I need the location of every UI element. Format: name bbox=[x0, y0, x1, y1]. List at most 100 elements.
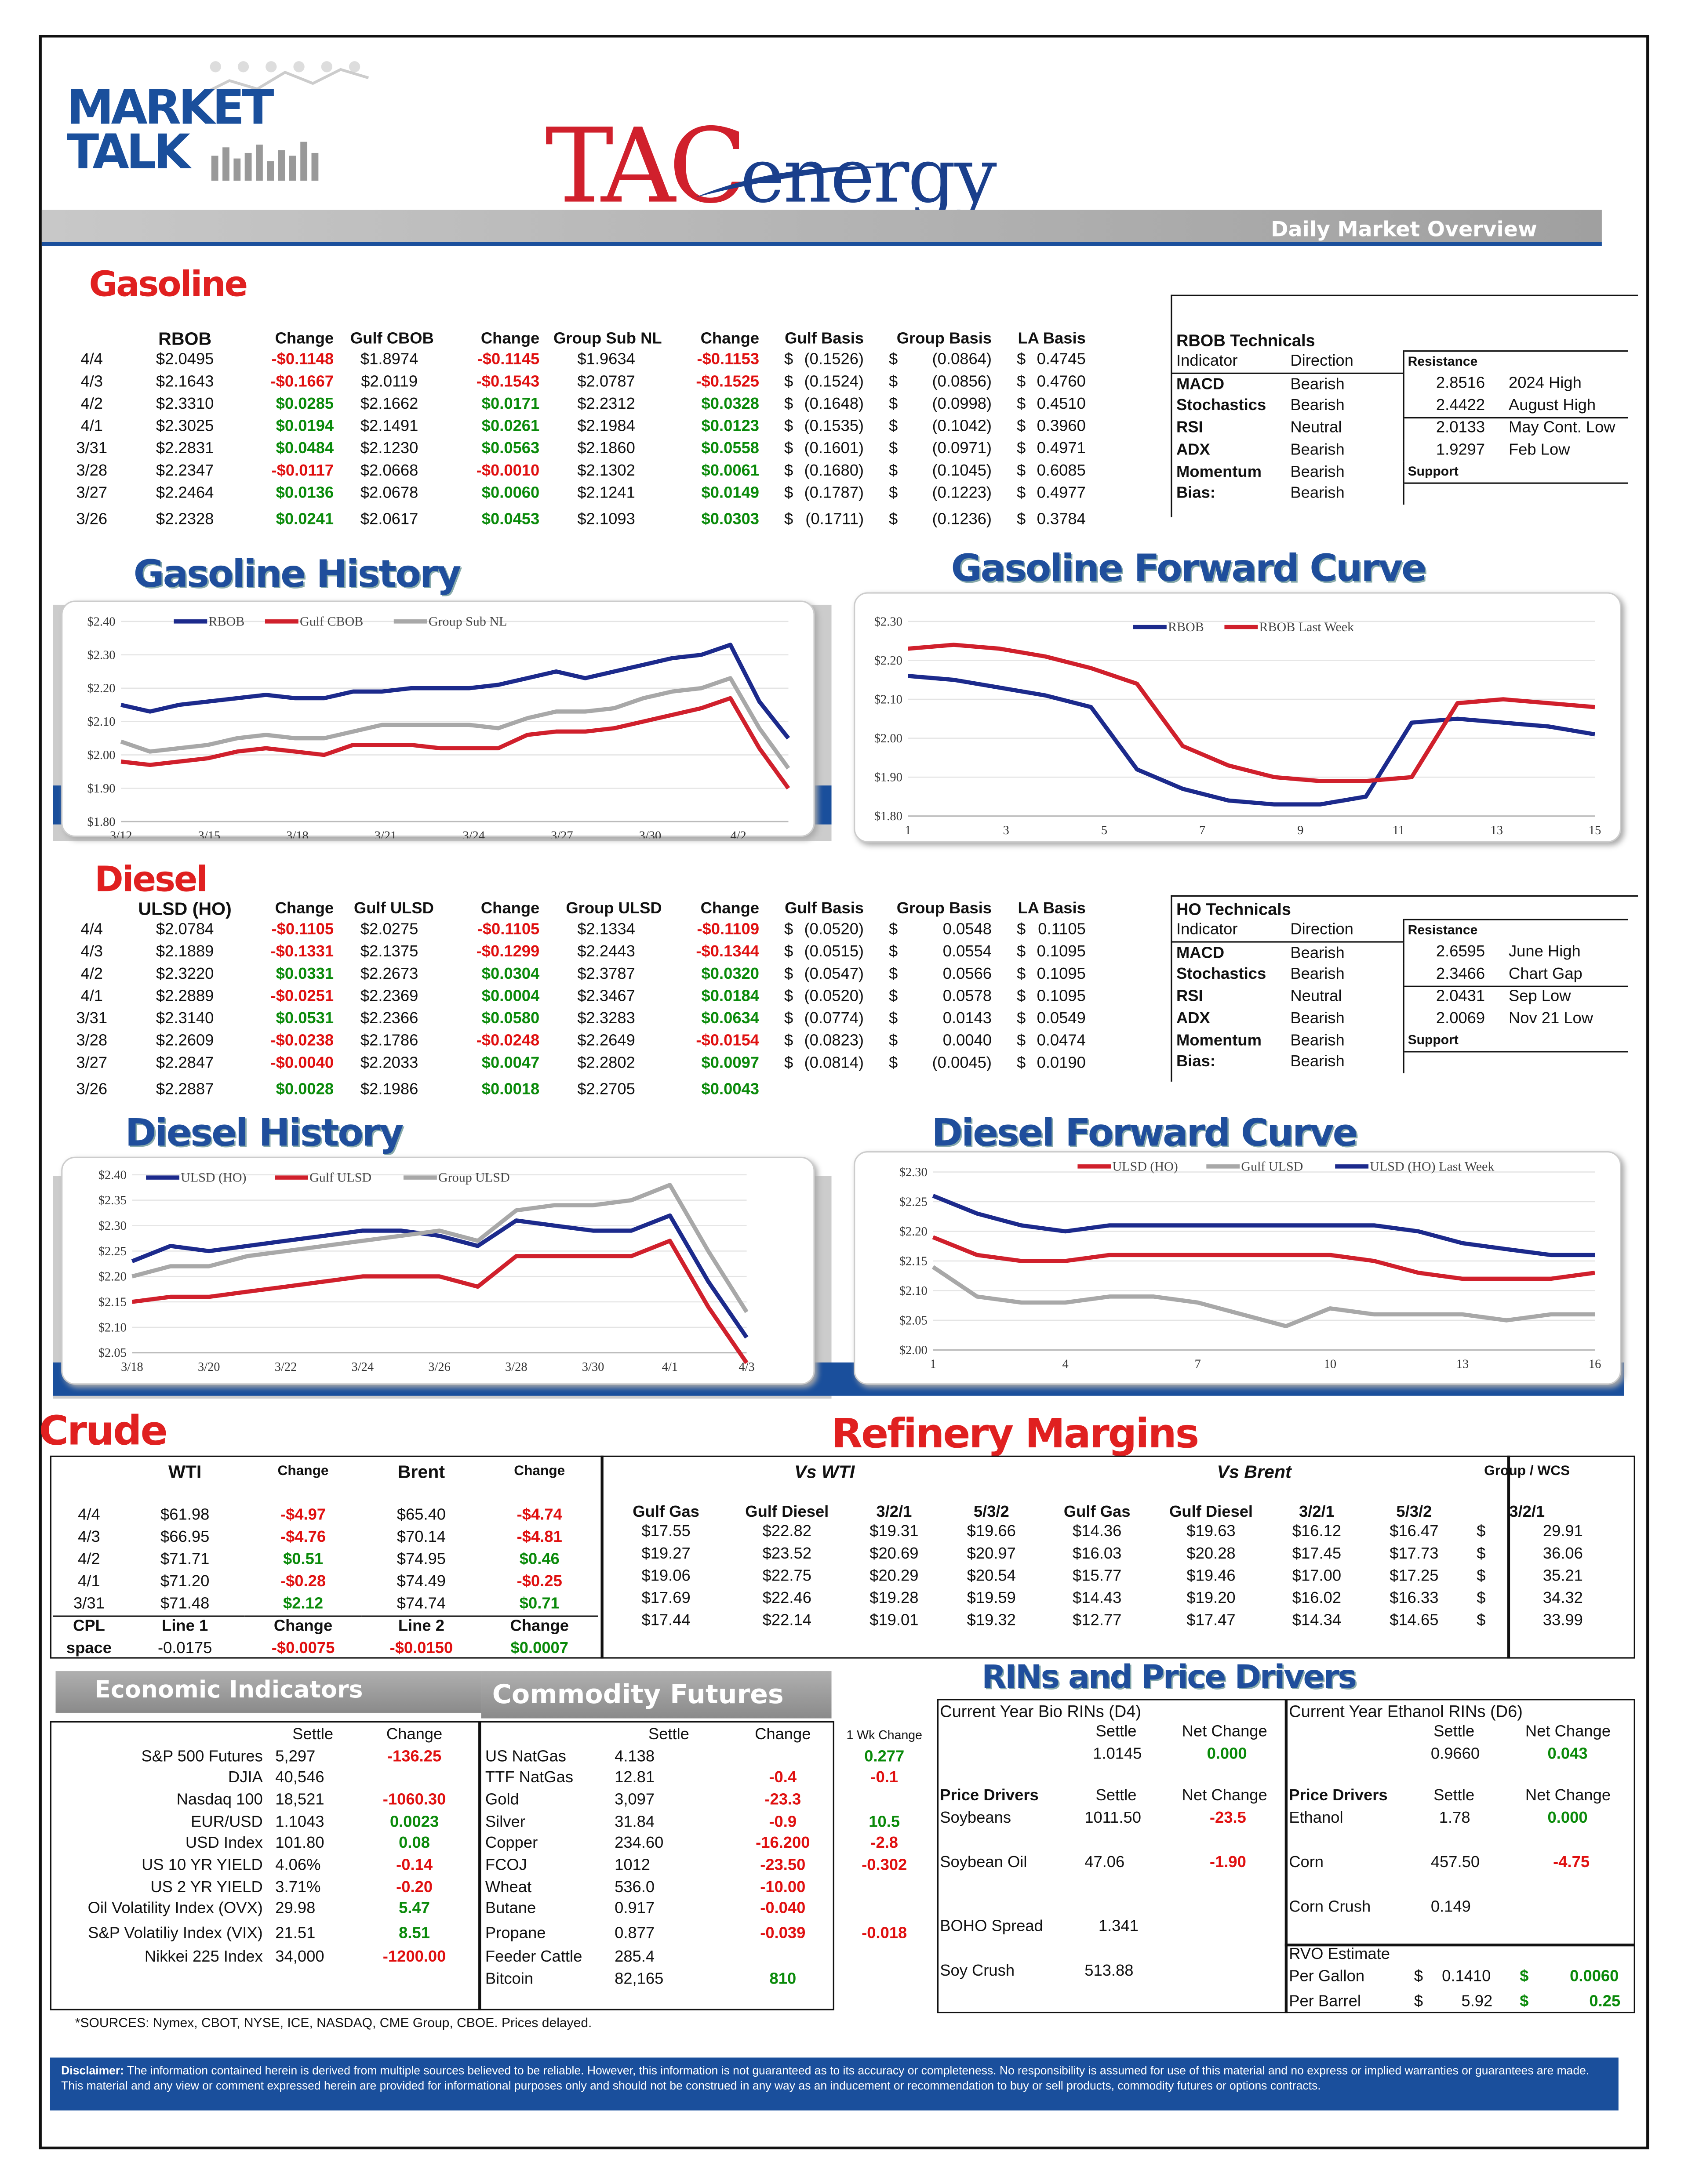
table-cell: 0.0040 bbox=[942, 1033, 992, 1050]
y-tick-label: $2.10 bbox=[87, 715, 116, 729]
refinery-margins-title: Refinery Margins bbox=[831, 1410, 1200, 1457]
table-row: $17.55 $22.82 $19.31 $19.66 $14.36 $19.63 $16.… bbox=[606, 1521, 1588, 1543]
table-cell: $2.0495 bbox=[156, 352, 214, 369]
table-row: 4/2 $2.3220 $0.0331 $2.2673 $0.0304 $2.3787 $0… bbox=[53, 963, 1091, 986]
y-tick-label: $2.10 bbox=[98, 1321, 127, 1334]
x-tick-label: 3/12 bbox=[110, 829, 132, 839]
table-cell: $2.3025 bbox=[156, 418, 214, 436]
table-cell: $71.20 bbox=[160, 1573, 210, 1591]
driver-net: -1.90 bbox=[1209, 1854, 1246, 1871]
table-cell: $66.95 bbox=[160, 1529, 210, 1546]
disclaimer-label: Disclaimer: bbox=[61, 2063, 124, 2077]
table-cell: $0.0136 bbox=[276, 485, 334, 502]
table-cell: $2.1491 bbox=[360, 418, 418, 436]
rvo-gallon-val: 0.1410 bbox=[1442, 1968, 1491, 1985]
table-cell: $ bbox=[889, 988, 898, 1005]
table-cell: $74.74 bbox=[397, 1595, 446, 1613]
table-cell: $17.69 bbox=[641, 1590, 691, 1607]
x-tick-label: 4/1 bbox=[662, 1360, 678, 1374]
indicator-name: S&P 500 Futures bbox=[141, 1748, 263, 1765]
series-line-2 bbox=[932, 1194, 1595, 1257]
col-header: Gulf Gas bbox=[633, 1504, 699, 1521]
commodity-name: FCOJ bbox=[485, 1857, 527, 1874]
col-header: Gulf Gas bbox=[1063, 1504, 1131, 1521]
x-tick-label: 3/27 bbox=[551, 829, 573, 839]
series-line-0 bbox=[908, 674, 1595, 807]
indicator-name: EUR/USD bbox=[191, 1813, 263, 1831]
table-cell: $ bbox=[1477, 1590, 1486, 1607]
driver-settle: 0.149 bbox=[1430, 1899, 1471, 1916]
table-cell: $ bbox=[1017, 966, 1026, 983]
indicator-name: Nasdaq 100 bbox=[176, 1792, 263, 1809]
y-tick-label: $2.20 bbox=[874, 654, 902, 668]
table-cell: 4/4 bbox=[80, 922, 103, 939]
table-cell bbox=[869, 1075, 911, 1105]
table-cell: $17.00 bbox=[1292, 1568, 1342, 1585]
table-cell: (0.0515) bbox=[804, 944, 864, 961]
cpl-value: -0.0175 bbox=[157, 1640, 212, 1657]
table-cell: $ bbox=[1017, 988, 1026, 1005]
y-tick-label: $1.90 bbox=[874, 771, 902, 785]
table-row: 4/1 $2.2889 -$0.0251 $2.2369 $0.0004 $2.3467 $… bbox=[53, 986, 1091, 1008]
sources-note: *SOURCES: Nymex, CBOT, NYSE, ICE, NASDAQ… bbox=[75, 2016, 592, 2031]
table-cell: $1.8974 bbox=[360, 352, 418, 369]
table-cell: $2.2366 bbox=[360, 1010, 418, 1028]
table-cell: (0.0856) bbox=[932, 374, 992, 391]
table-cell: $17.25 bbox=[1390, 1568, 1439, 1585]
commodity-settle: 3,097 bbox=[615, 1792, 655, 1809]
table-cell: 0.0554 bbox=[942, 944, 992, 961]
economic-indicators-header: Economic Indicators bbox=[55, 1671, 481, 1713]
table-cell: 0.4760 bbox=[1037, 374, 1086, 391]
table-cell: -$0.1145 bbox=[477, 352, 540, 369]
legend-label: ULSD (HO) Last Week bbox=[1370, 1159, 1495, 1174]
table-cell: $0.0320 bbox=[701, 966, 760, 983]
y-tick-label: $2.00 bbox=[874, 732, 902, 745]
table-cell: -$0.0040 bbox=[270, 1055, 334, 1072]
table-row: Nasdaq 100 18,521 -1060.30 bbox=[56, 1789, 470, 1811]
x-tick-label: 3 bbox=[1003, 824, 1009, 837]
table-cell: 0.0143 bbox=[942, 1010, 992, 1028]
commodity-settle: 12.81 bbox=[615, 1770, 655, 1787]
x-tick-label: 3/18 bbox=[121, 1360, 143, 1374]
level-label: August High bbox=[1508, 397, 1596, 414]
econ-divider bbox=[478, 1721, 480, 2010]
table-row: TTF NatGas 12.81 -0.4 -0.1 bbox=[481, 1767, 934, 1789]
table-cell: 4/1 bbox=[80, 988, 103, 1005]
refinery-table: Vs WTI Vs Brent Group / WCS Gulf Gas Gulf Di… bbox=[606, 1460, 1588, 1632]
table-cell: $2.2649 bbox=[577, 1033, 635, 1050]
table-cell: $ bbox=[1017, 463, 1026, 480]
table-cell: $20.29 bbox=[869, 1568, 919, 1585]
col-header: 5/3/2 bbox=[973, 1504, 1009, 1521]
indicator-direction: Bearish bbox=[1286, 1052, 1404, 1074]
indicator-name: USD Index bbox=[185, 1835, 263, 1853]
diesel-forward-chart: $2.00 $2.05 $2.10 $2.15 $2.20 $2.25 $2.30 1 4 7 10… bbox=[854, 1151, 1622, 1385]
table-cell: $ bbox=[784, 512, 793, 528]
table-cell: $ bbox=[889, 374, 898, 391]
table-cell: 3/31 bbox=[76, 440, 108, 458]
table-cell: $ bbox=[784, 396, 793, 413]
col-header: 3/2/1 bbox=[876, 1504, 912, 1521]
table-cell: 3/26 bbox=[76, 512, 108, 528]
gasoline-forward-svg: $1.80$1.90$2.00$2.10$2.20$2.301 3 5 7 9 11 13 1… bbox=[874, 615, 1601, 837]
header-row: ULSD (HO) Change Gulf ULSD Change Group ULSD… bbox=[53, 898, 1091, 919]
col-header: Change bbox=[700, 900, 760, 917]
technicals-row: ADX Bearish 2.0069 Nov 21 Low bbox=[1172, 1008, 1628, 1030]
table-cell: 4/2 bbox=[78, 1552, 100, 1568]
col-header: 3/2/1 bbox=[1299, 1504, 1335, 1521]
table-cell: $ bbox=[889, 1033, 898, 1050]
table-cell: $2.1643 bbox=[156, 374, 214, 391]
d6-net: 0.043 bbox=[1547, 1746, 1588, 1763]
table-cell: $2.2705 bbox=[577, 1081, 635, 1098]
gasoline-forward-title: Gasoline Forward Curve bbox=[951, 548, 1427, 591]
y-tick-label: $2.15 bbox=[899, 1254, 928, 1268]
table-cell: $0.0304 bbox=[481, 966, 540, 983]
table-cell: (0.0998) bbox=[932, 396, 992, 413]
col-header: Gulf Diesel bbox=[1169, 1504, 1253, 1521]
table-cell: $22.14 bbox=[762, 1613, 811, 1630]
d6-settle-header: Settle bbox=[1433, 1724, 1475, 1741]
crude-title: Crude bbox=[39, 1407, 168, 1454]
col-header: Change bbox=[275, 900, 334, 917]
indicator-settle: 29.98 bbox=[275, 1901, 316, 1918]
table-row: 3/28 $2.2609 -$0.0238 $2.1786 -$0.0248 $2.264… bbox=[53, 1030, 1091, 1053]
indicator-direction: Bearish bbox=[1286, 439, 1404, 462]
